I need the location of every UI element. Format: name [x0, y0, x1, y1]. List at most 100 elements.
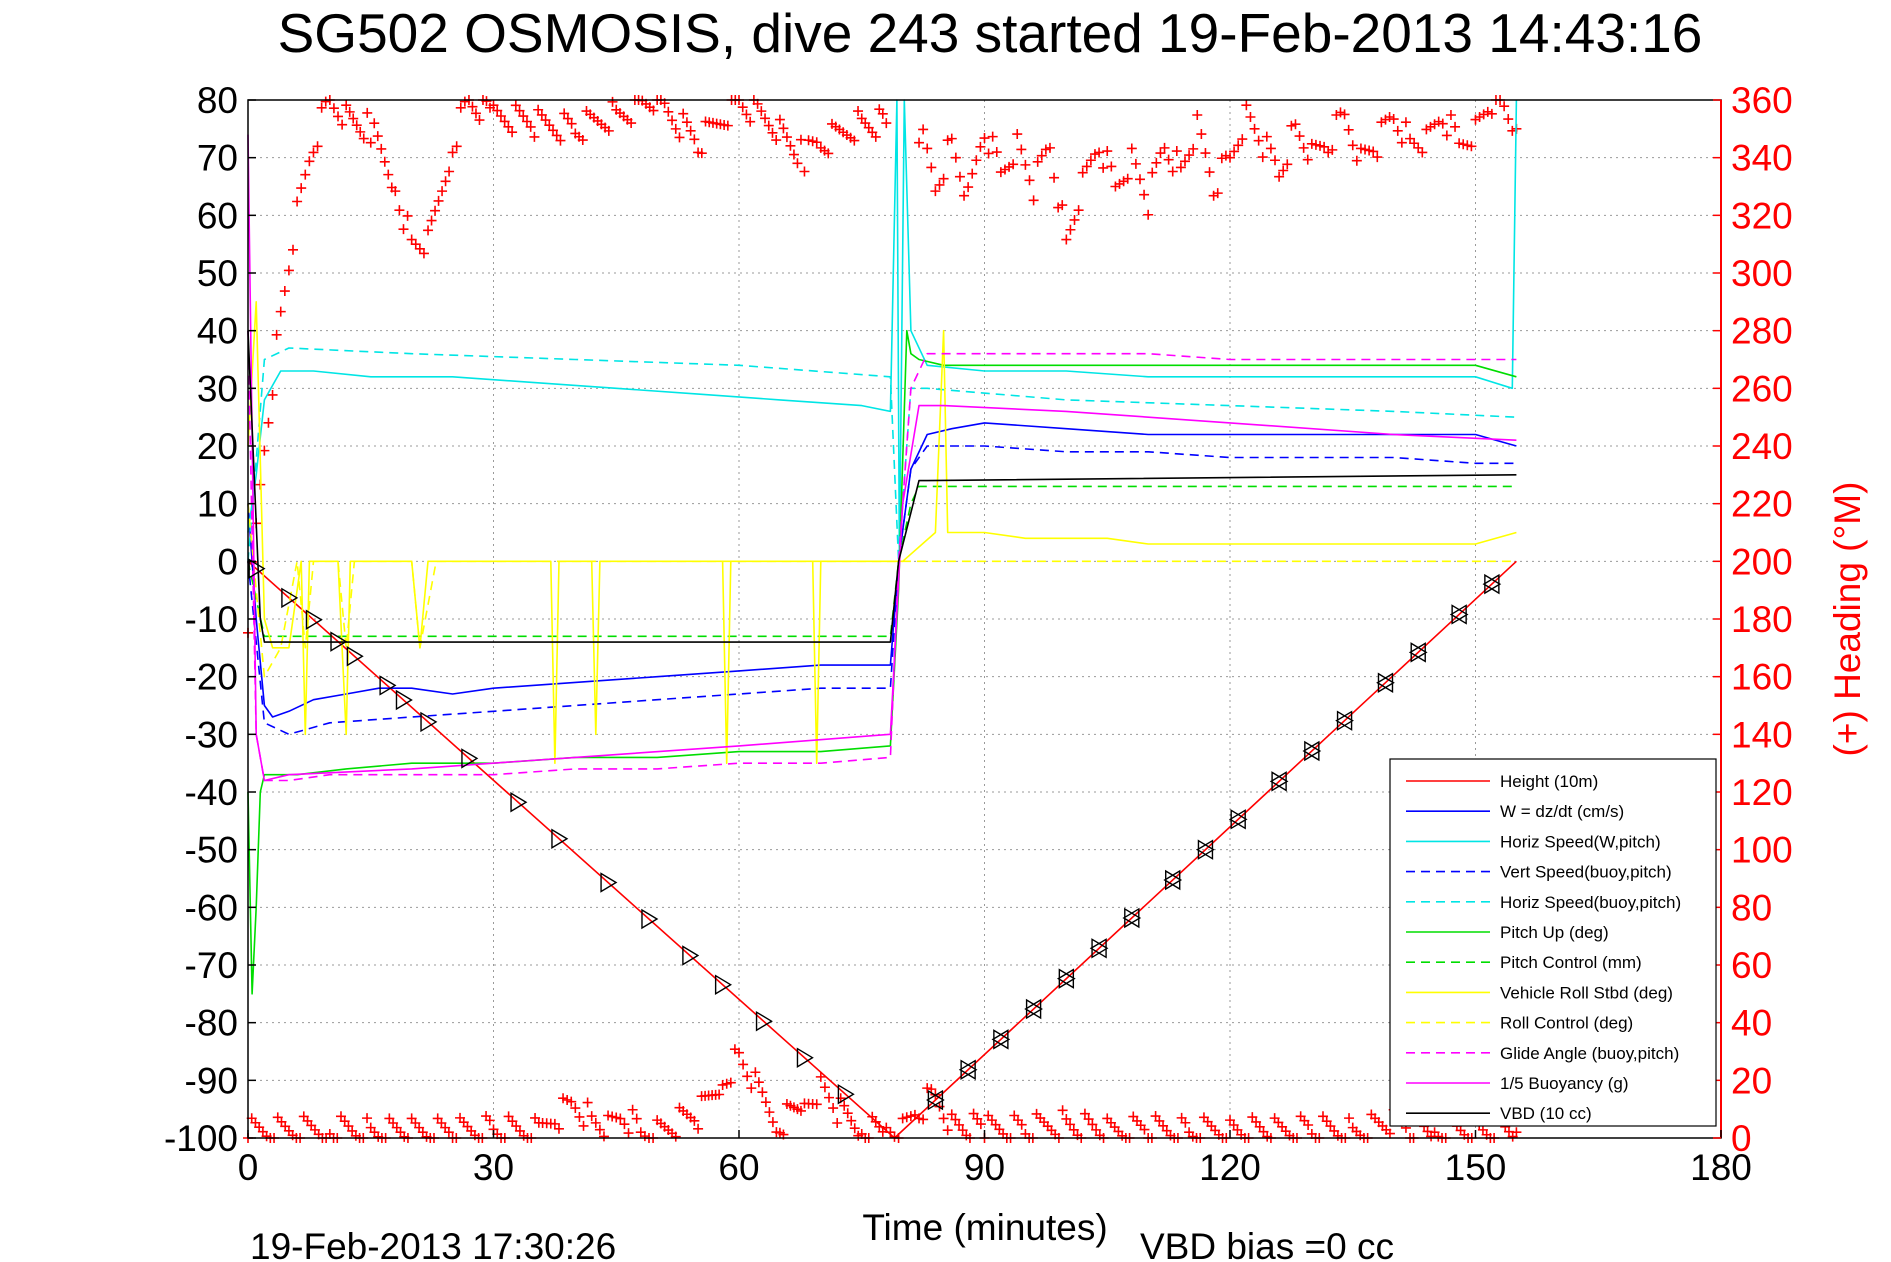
legend-label-9: Glide Angle (buoy,pitch): [1500, 1044, 1679, 1063]
heading-point-0: [328, 103, 339, 114]
heading-point-0: [362, 107, 373, 118]
heading-point-0: [333, 111, 344, 122]
heading-point-0: [577, 135, 588, 146]
heading-point-1: [1122, 173, 1133, 184]
right-tick-label: 20: [1731, 1060, 1772, 1101]
heading-point-2: [578, 1120, 589, 1131]
heading-point-2: [946, 1109, 957, 1120]
heading-point-0: [551, 130, 562, 141]
heading-point-1: [1167, 166, 1178, 177]
y-tick-label: -40: [185, 772, 238, 813]
right-tick-label: 60: [1731, 945, 1772, 986]
heading-point-1: [950, 152, 961, 163]
climb-marker: [1122, 907, 1140, 929]
heading-point-1: [1417, 147, 1428, 158]
heading-point-0: [559, 108, 570, 119]
heading-point-2: [828, 1103, 839, 1114]
heading-point-2: [443, 1127, 454, 1138]
heading-point-2: [968, 1108, 979, 1119]
y-tick-label: -30: [185, 714, 238, 755]
heading-point-2: [846, 1115, 857, 1126]
heading-point-0: [785, 140, 796, 151]
heading-point-1: [1212, 188, 1223, 199]
heading-point-1: [1094, 147, 1105, 158]
heading-point-1: [1302, 154, 1313, 165]
heading-point-2: [725, 1077, 736, 1088]
heading-point-0: [488, 100, 499, 111]
heading-point-2: [1016, 1119, 1027, 1130]
heading-point-2: [714, 1089, 725, 1100]
heading-point-1: [1437, 118, 1448, 129]
heading-point-0: [663, 106, 674, 117]
legend-label-6: Pitch Control (mm): [1500, 953, 1642, 972]
heading-point-2: [767, 1117, 778, 1128]
heading-series: [243, 95, 1522, 1143]
heading-point-1: [1503, 114, 1514, 125]
heading-point-1: [983, 148, 994, 159]
heading-point-0: [811, 137, 822, 148]
heading-point-0: [259, 445, 270, 456]
heading-point-2: [553, 1123, 564, 1134]
heading-point-0: [870, 131, 881, 142]
heading-point-2: [1065, 1119, 1076, 1130]
heading-point-2: [742, 1071, 753, 1082]
heading-point-0: [685, 125, 696, 136]
x-axis-ticks: 0 30 60 90 120 150 180: [238, 1130, 1752, 1188]
right-tick-label: 360: [1731, 80, 1793, 121]
x-axis-label: Time (minutes): [862, 1207, 1107, 1248]
heading-point-1: [1396, 137, 1407, 148]
dive-marker: [600, 872, 618, 893]
heading-point-1: [1298, 142, 1309, 153]
footer-vbd-bias: VBD bias =0 cc: [1140, 1226, 1394, 1262]
heading-point-1: [1126, 143, 1137, 154]
heading-point-0: [372, 131, 383, 142]
heading-point-2: [1384, 1128, 1395, 1139]
y-tick-label: -90: [185, 1060, 238, 1101]
heading-point-1: [1237, 134, 1248, 145]
climb-marker: [1449, 604, 1467, 625]
series-line-9: [247, 330, 1517, 782]
heading-point-1: [1249, 123, 1260, 134]
climb-marker: [1163, 869, 1181, 891]
heading-point-0: [402, 210, 413, 221]
heading-point-0: [394, 205, 405, 216]
heading-point-0: [275, 306, 286, 317]
heading-point-2: [972, 1113, 983, 1124]
climb-marker: [1376, 672, 1394, 693]
dive-marker: [305, 609, 323, 630]
climb-marker: [1269, 771, 1287, 792]
heading-point-2: [811, 1099, 822, 1110]
heading-point-2: [938, 1113, 949, 1124]
heading-point-0: [344, 106, 355, 117]
right-tick-label: 80: [1731, 887, 1772, 928]
heading-point-0: [455, 102, 466, 113]
y-tick-label: 40: [197, 311, 238, 352]
heading-point-2: [670, 1131, 681, 1142]
dive-marker: [395, 689, 413, 711]
heading-point-0: [451, 141, 462, 152]
heading-point-0: [288, 244, 299, 255]
heading-point-1: [1265, 143, 1276, 154]
heading-point-1: [1012, 129, 1023, 140]
heading-point-2: [757, 1087, 768, 1098]
heading-point-1: [1008, 159, 1019, 170]
heading-point-1: [1073, 205, 1084, 216]
heading-point-0: [555, 135, 566, 146]
dive-marker: [837, 1083, 855, 1105]
heading-point-0: [433, 195, 444, 206]
heading-point-0: [603, 125, 614, 136]
heading-point-1: [1049, 172, 1060, 183]
series-line-11: [247, 330, 1517, 643]
triangle-markers: [248, 558, 1502, 1111]
heading-point-1: [1155, 148, 1166, 159]
heading-point-0: [689, 134, 700, 145]
series-line-5: [247, 329, 1517, 995]
heading-point-1: [1347, 140, 1358, 151]
climb-marker: [1302, 740, 1320, 762]
heading-point-1: [1290, 119, 1301, 130]
heading-point-0: [430, 205, 441, 216]
right-tick-label: 0: [1731, 1118, 1752, 1159]
heading-point-1: [1061, 234, 1072, 245]
dive-marker: [551, 828, 569, 849]
heading-point-1: [1143, 209, 1154, 220]
